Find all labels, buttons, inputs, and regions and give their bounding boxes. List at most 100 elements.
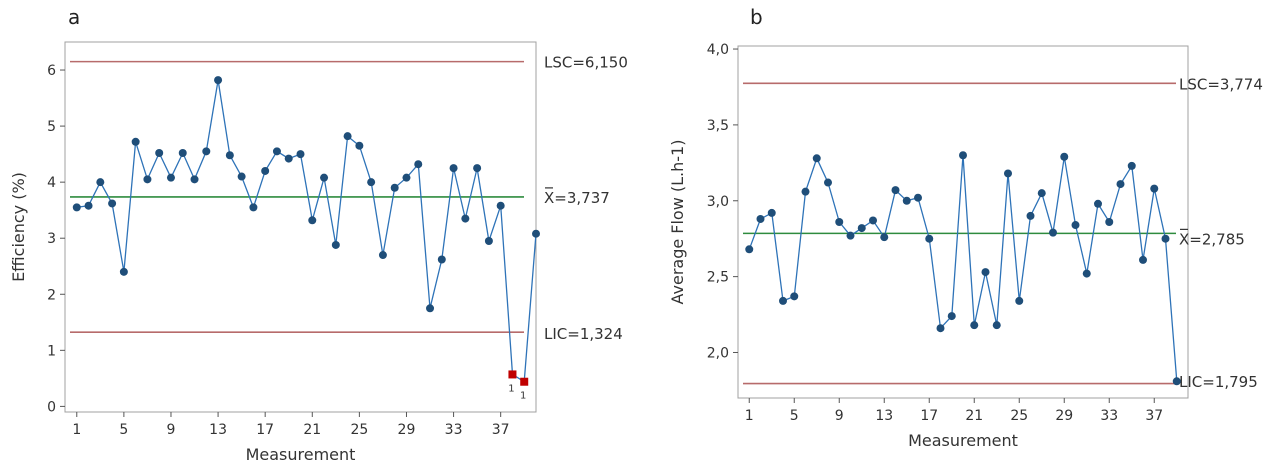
chart-panel-b: b 2,0 2,5 3,0 3,5 4,0 1 5 9 13 17 21 25 29 33 37 Measure… xyxy=(668,5,1263,450)
y-axis-title: Efficiency (%) xyxy=(9,172,28,282)
data-point xyxy=(308,216,317,225)
x-tick-label: 29 xyxy=(1055,408,1073,424)
x-tick-label: 9 xyxy=(167,422,176,438)
data-point xyxy=(1015,296,1024,305)
x-tick-label: 21 xyxy=(965,408,983,424)
x-tick-label: 5 xyxy=(790,408,799,424)
out-of-control-label: 1 xyxy=(520,391,526,402)
x-tick-label: 13 xyxy=(875,408,893,424)
out-of-control-point xyxy=(508,370,517,379)
data-point xyxy=(343,132,352,141)
data-point xyxy=(225,151,234,160)
data-point xyxy=(390,183,399,192)
x-tick-label: 13 xyxy=(209,422,227,438)
data-point xyxy=(992,321,1001,330)
data-point xyxy=(981,268,990,277)
data-point xyxy=(84,201,93,210)
data-point xyxy=(178,149,187,157)
data-point xyxy=(1161,234,1170,243)
x-tick-label: 17 xyxy=(256,422,274,438)
data-point xyxy=(143,175,152,184)
data-point xyxy=(835,218,844,226)
y-tick-label: 2,5 xyxy=(707,270,729,286)
data-point xyxy=(1116,180,1125,189)
data-point xyxy=(473,164,482,173)
data-point xyxy=(959,151,967,160)
y-tick-label: 4,0 xyxy=(707,42,729,58)
x-tick-label: 25 xyxy=(1010,408,1028,424)
ref-label-LIC: LIC=1,324 xyxy=(544,325,623,343)
data-point xyxy=(496,201,505,210)
data-point xyxy=(72,203,81,212)
data-point xyxy=(947,312,956,321)
out-of-control-label: 1 xyxy=(508,383,514,394)
x-tick-label: 17 xyxy=(920,408,938,424)
y-tick-label: 3,5 xyxy=(707,118,729,134)
data-point xyxy=(880,233,889,242)
data-point xyxy=(936,324,945,333)
data-point xyxy=(846,231,855,240)
x-axis-title: Measurement xyxy=(246,445,356,464)
data-point xyxy=(532,229,540,238)
data-point xyxy=(1127,161,1136,170)
panel-letter: b xyxy=(750,5,763,29)
data-point xyxy=(402,173,411,182)
data-point xyxy=(745,245,754,254)
data-point xyxy=(414,160,423,169)
x-tick-label: 21 xyxy=(303,422,321,438)
data-point xyxy=(378,251,387,260)
data-point xyxy=(824,178,832,187)
data-point xyxy=(869,216,877,225)
x-tick-label: 33 xyxy=(445,422,463,438)
data-point xyxy=(355,141,364,150)
series-line xyxy=(76,79,537,383)
data-point xyxy=(367,178,376,187)
y-tick-label: 0 xyxy=(47,399,56,415)
data-point xyxy=(1172,377,1181,386)
data-point xyxy=(426,304,435,313)
data-point xyxy=(891,186,900,195)
data-point xyxy=(96,178,105,187)
data-point xyxy=(484,237,493,246)
data-point xyxy=(1139,255,1147,264)
data-point xyxy=(925,234,934,243)
data-point xyxy=(970,321,979,330)
data-point xyxy=(1037,189,1046,198)
y-tick-label: 2 xyxy=(47,287,56,303)
data-point xyxy=(1082,269,1091,278)
out-of-control-point xyxy=(520,377,529,386)
data-point xyxy=(756,214,765,223)
data-point xyxy=(1105,218,1114,226)
panel-letter: a xyxy=(68,5,80,29)
x-tick-label: 9 xyxy=(835,408,844,424)
data-point xyxy=(902,196,911,205)
data-point xyxy=(331,240,340,249)
data-point xyxy=(767,208,776,217)
ref-label-mean: X=3,737 xyxy=(544,189,610,207)
data-point xyxy=(790,292,799,301)
plot-frame xyxy=(64,41,537,413)
y-tick-label: 2,0 xyxy=(707,345,729,361)
ref-label-LSC: LSC=6,150 xyxy=(544,54,628,72)
data-point xyxy=(1004,169,1012,178)
data-point xyxy=(108,199,117,208)
x-tick-label: 37 xyxy=(1145,408,1163,424)
data-point xyxy=(237,172,246,181)
data-point xyxy=(449,164,458,173)
data-point xyxy=(1150,184,1159,193)
data-point xyxy=(857,224,866,233)
x-tick-label: 5 xyxy=(119,422,128,438)
x-tick-label: 1 xyxy=(72,422,81,438)
data-point xyxy=(131,137,140,146)
data-point xyxy=(261,166,270,175)
x-tick-label: 37 xyxy=(492,422,510,438)
plot-frame xyxy=(737,45,1189,399)
x-tick-label: 1 xyxy=(745,408,754,424)
data-point xyxy=(1060,152,1069,161)
data-point xyxy=(214,76,223,85)
data-point xyxy=(1071,221,1080,230)
data-point xyxy=(155,149,164,157)
x-axis-title: Measurement xyxy=(908,431,1018,450)
